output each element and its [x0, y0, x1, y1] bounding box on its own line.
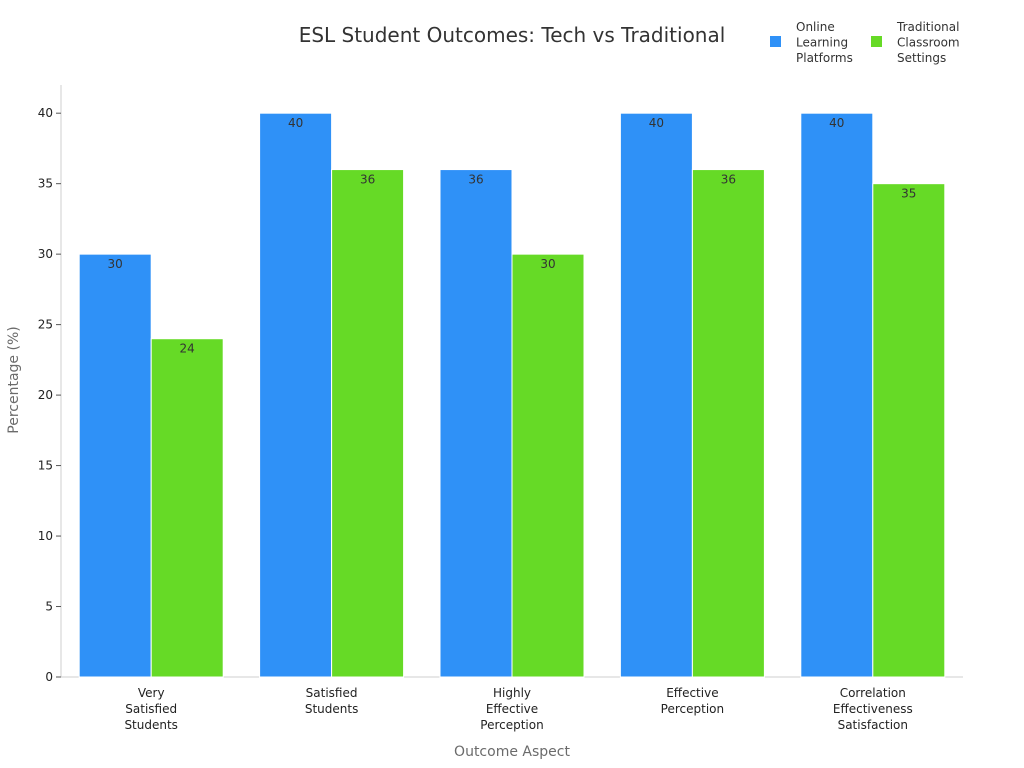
y-tick-label: 40: [38, 106, 53, 120]
x-category-label: Effective Perception: [661, 686, 724, 716]
data-label: 40: [829, 116, 844, 130]
legend-label: Online Learning Platforms: [796, 20, 853, 65]
legend-label: Traditional Classroom Settings: [896, 20, 960, 65]
data-label: 36: [721, 173, 736, 187]
data-label: 36: [468, 173, 483, 187]
data-label: 35: [901, 187, 916, 201]
bar-series-1-cat-5: [800, 112, 874, 678]
bar-series-2-cat-2: [331, 169, 405, 678]
x-category-label: Satisfied Students: [305, 686, 359, 716]
y-axis-title: Percentage (%): [6, 326, 22, 433]
data-label: 36: [360, 173, 375, 187]
legend-swatch: [871, 36, 882, 47]
x-axis-title: Outcome Aspect: [454, 744, 570, 760]
y-tick-label: 10: [38, 529, 53, 543]
y-tick-label: 20: [38, 388, 53, 402]
bar-series-1-cat-4: [619, 112, 693, 678]
y-tick-label: 5: [45, 600, 53, 614]
data-label: 30: [540, 257, 555, 271]
y-tick-label: 35: [38, 177, 53, 191]
data-label: 40: [649, 116, 664, 130]
bar-series-2-cat-5: [872, 183, 946, 678]
bar-series-1-cat-1: [78, 253, 152, 678]
y-tick-label: 25: [38, 318, 53, 332]
chart-title: ESL Student Outcomes: Tech vs Traditiona…: [299, 23, 726, 47]
data-label: 24: [180, 342, 195, 356]
bar-series-1-cat-3: [439, 169, 513, 678]
legend: Online Learning Platforms Traditional Classr…: [770, 20, 960, 65]
data-label: 30: [108, 257, 123, 271]
data-labels: 30 24 40 36 36 30 40 36 40 35: [108, 116, 917, 356]
bar-series-2-cat-1: [150, 338, 224, 678]
legend-swatch: [770, 36, 781, 47]
y-tick-label: 15: [38, 459, 53, 473]
data-label: 40: [288, 116, 303, 130]
bar-series-2-cat-3: [511, 253, 585, 678]
x-category-label: Very Satisfied Students: [124, 686, 178, 732]
y-tick-label: 30: [38, 247, 53, 261]
bar-series-1-cat-2: [259, 112, 333, 678]
bars: [78, 112, 946, 678]
y-tick-label: 0: [45, 670, 53, 684]
x-category-label: Correlation Effectiveness Satisfaction: [833, 686, 913, 732]
bar-series-2-cat-4: [691, 169, 765, 678]
x-category-label: Highly Effective Perception: [480, 686, 543, 732]
axes: 0 5 10 15 20 25 30 35 40 Very Satisfied Students Sat…: [38, 85, 963, 732]
